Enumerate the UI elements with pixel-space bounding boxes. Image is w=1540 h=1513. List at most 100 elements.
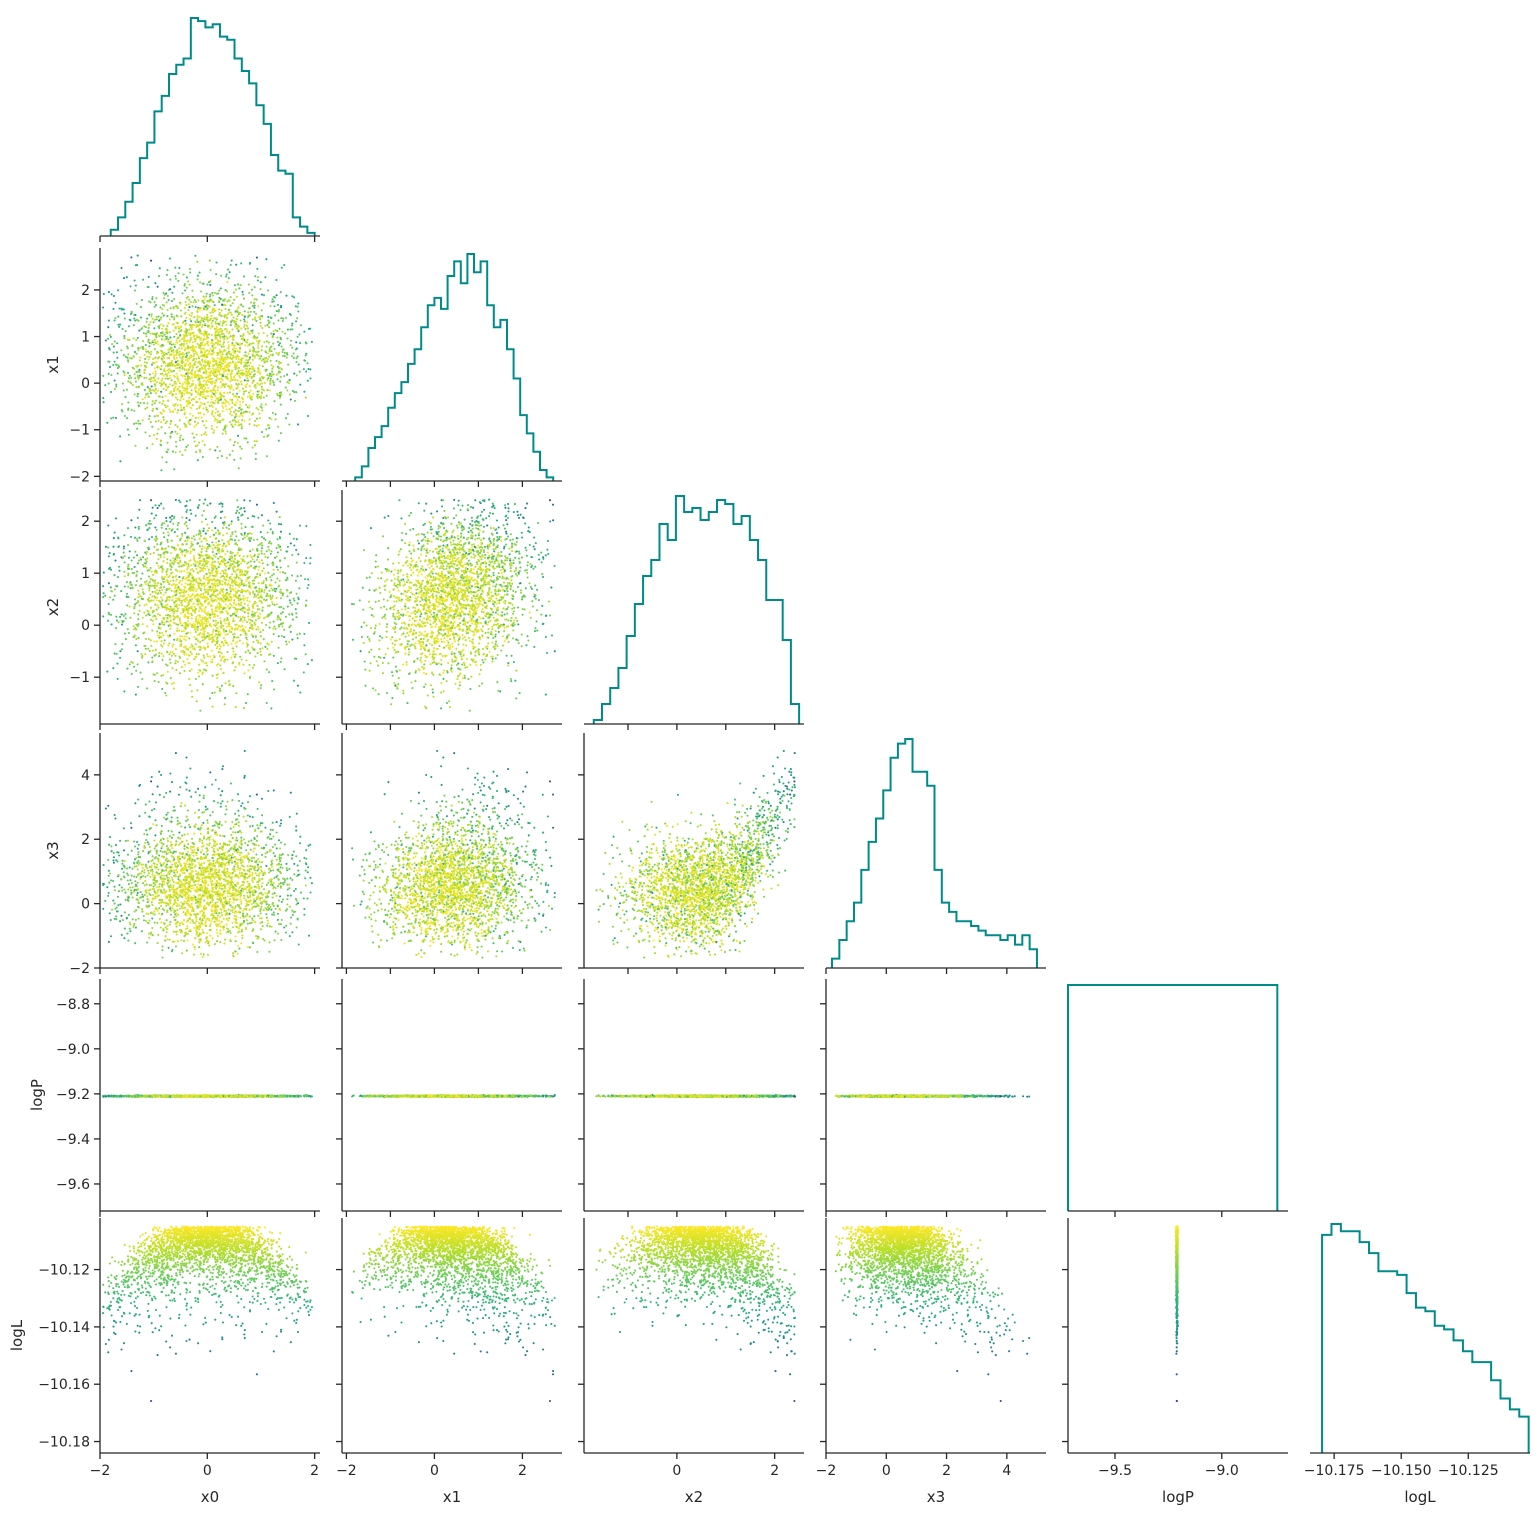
scatter-point [267,424,269,426]
scatter-point [184,664,186,666]
scatter-point [235,348,237,350]
scatter-point [123,690,125,692]
scatter-point [307,380,309,382]
scatter-point [186,509,188,511]
scatter-point [194,340,196,342]
scatter-point [195,321,197,323]
scatter-point [240,335,242,337]
scatter-point [261,388,263,390]
scatter-point [216,677,218,679]
scatter-point [309,368,311,370]
scatter-point [217,293,219,295]
scatter-point [197,640,199,642]
scatter-point [202,385,204,387]
scatter-point [163,352,165,354]
scatter-point [215,336,217,338]
scatter-point [139,499,141,501]
scatter-point [225,682,227,684]
scatter-point [264,556,266,558]
scatter-point [195,631,197,633]
scatter-point [191,369,193,371]
scatter-point [254,318,256,320]
scatter-point [170,620,172,622]
scatter-point [272,366,274,368]
scatter-point [214,691,216,693]
scatter-point [277,426,279,428]
scatter-point [152,372,154,374]
scatter-point [175,386,177,388]
scatter-point [295,361,297,363]
scatter-point [246,573,248,575]
scatter-point [188,400,190,402]
scatter-point [204,352,206,354]
scatter-point [176,306,178,308]
scatter-point [257,626,259,628]
scatter-point [102,615,104,617]
scatter-point [280,362,282,364]
scatter-point [164,404,166,406]
scatter-point [254,286,256,288]
scatter-point [206,293,208,295]
scatter-point [129,587,131,589]
scatter-point [299,384,301,386]
scatter-point [221,346,223,348]
scatter-point [214,292,216,294]
scatter-point [170,559,172,561]
scatter-point [161,396,163,398]
scatter-point [186,543,188,545]
scatter-point [176,627,178,629]
scatter-point [194,390,196,392]
scatter-point [166,451,168,453]
scatter-point [138,330,140,332]
scatter-point [179,399,181,401]
scatter-point [246,377,248,379]
scatter-point [156,361,158,363]
scatter-point [248,609,250,611]
scatter-point [280,531,282,533]
scatter-point [238,396,240,398]
scatter-point [201,548,203,550]
scatter-point [241,658,243,660]
scatter-point [154,348,156,350]
scatter-point [218,308,220,310]
scatter-point [191,384,193,386]
scatter-point [193,658,195,660]
scatter-point [131,559,133,561]
scatter-point [239,351,241,353]
scatter-point [113,345,115,347]
scatter-point [191,305,193,307]
scatter-point [253,375,255,377]
scatter-point [261,376,263,378]
scatter-point [152,650,154,652]
scatter-point [154,415,156,417]
scatter-point [229,271,231,273]
scatter-point [199,281,201,283]
scatter-point [252,355,254,357]
scatter-point [214,371,216,373]
scatter-point [154,370,156,372]
scatter-point [165,528,167,530]
scatter-point [280,623,282,625]
scatter-point [163,507,165,509]
scatter-point [247,441,249,443]
scatter-point [152,400,154,402]
scatter-point [169,662,171,664]
scatter-point [146,402,148,404]
scatter-point [260,403,262,405]
scatter-point [255,619,257,621]
scatter-point [220,386,222,388]
scatter-point [199,309,201,311]
scatter-point [233,419,235,421]
scatter-point [189,271,191,273]
scatter-point [152,362,154,364]
scatter-point [114,302,116,304]
scatter-point [208,344,210,346]
scatter-point [186,385,188,387]
scatter-point [134,566,136,568]
scatter-point [148,538,150,540]
scatter-point [151,536,153,538]
scatter-point [110,614,112,616]
scatter-point [203,302,205,304]
scatter-point [214,328,216,330]
scatter-point [253,380,255,382]
